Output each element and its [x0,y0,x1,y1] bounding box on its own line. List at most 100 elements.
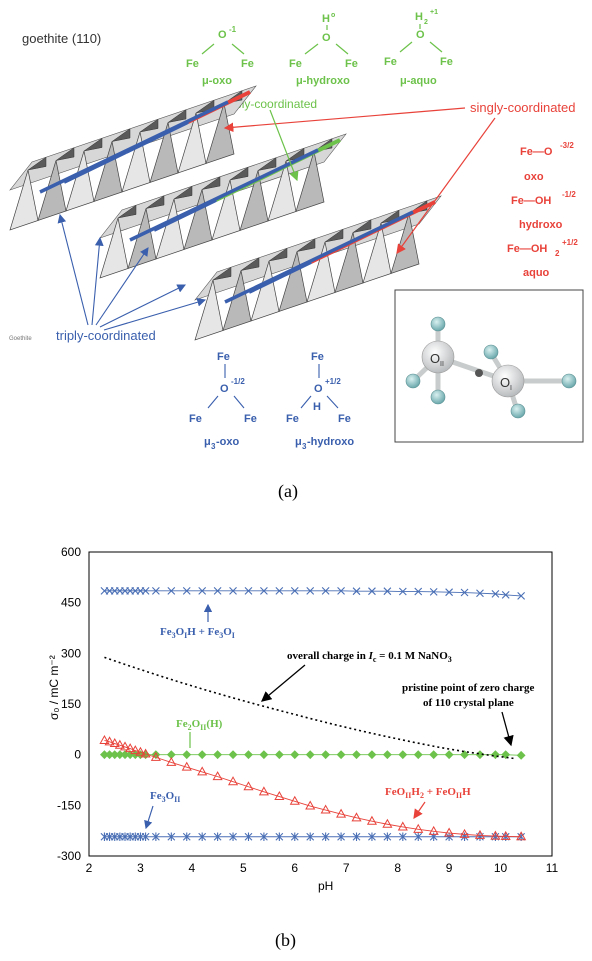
octahedron-shadow [55,147,75,161]
mu3-hydroxo-o: O [314,383,323,395]
svg-text:Fe2OII(H): Fe2OII(H) [176,718,223,732]
atom-h [483,344,499,360]
data-point [213,832,222,841]
triply-coordinated-label: triply-coordinated [56,328,156,343]
plot-frame [88,551,553,857]
anno-part: I [232,631,235,640]
anno-part: H + Fe [187,626,219,638]
series-line [104,590,522,597]
data-point [501,591,510,599]
anno-part: (H) [206,718,222,730]
x-axis-label: pH [318,879,333,893]
data-point [429,750,439,760]
bond-line [233,395,245,409]
anno-part: II [405,791,411,800]
data-point [151,832,160,841]
series-2 [100,750,526,760]
data-point [460,588,469,597]
data-point [141,832,150,841]
octahedron-face [65,150,95,212]
terrace-top-face [99,133,347,239]
inset-molecule: O II O I [394,289,584,443]
hydroxo-label: hydroxo [519,219,563,231]
data-point [516,831,527,841]
blue-group-mu3-hydroxo: Fe O +1/2 H Fe Fe μ 3 -hydroxo [286,351,354,451]
x-tick-label: 5 [240,861,247,875]
octahedron-shadow [117,204,137,219]
octahedron-face [177,112,207,174]
data-point [474,829,486,839]
mu3-oxo-mu: μ [204,436,211,448]
data-point [305,800,316,810]
octahedron-shadow [139,118,159,133]
data-point [383,587,392,596]
data-point [213,750,223,760]
data-point [114,739,125,749]
pzc-line1: pristine point of zero charge [402,682,535,694]
octahedron-shadow [268,247,288,262]
octahedron-face [155,198,185,260]
data-point [321,750,331,760]
atom-oi [491,364,525,398]
data-point [290,750,300,760]
data-point [274,750,284,760]
data-point [119,741,131,751]
mu-hydroxo-fe-right: Fe [345,58,358,70]
panel-a-title: goethite (110) [22,31,101,46]
triply-arrow-1 [57,213,89,326]
terrace-2 [99,133,347,279]
data-point [337,586,345,595]
hydroxo-formula: Fe—OH [511,195,551,207]
anno-part: + FeO [424,786,456,798]
data-point [198,832,207,841]
x-tick-label: 10 [494,861,508,875]
data-point [413,750,423,760]
mu-aquo-fe-left: Fe [384,56,397,68]
anno-part: Fe [160,626,172,638]
mu3-oxo-fe-right: Fe [244,413,257,425]
anno-part: 3 [162,795,166,804]
y-tick-label: -150 [57,798,81,812]
octahedron-face [93,141,123,203]
series-4 [104,656,517,760]
data-point [368,587,376,596]
data-point [320,804,331,814]
mu3-hydroxo-charge: +1/2 [325,377,341,386]
anno-part: O [176,626,185,638]
anno-part: 2 [420,791,424,800]
data-point [151,750,161,760]
data-point [306,586,315,595]
anno-part: 3 [219,631,223,640]
data-point [259,750,269,760]
oxo-charge: -3/2 [560,141,574,150]
x-tick-label: 2 [86,861,93,875]
data-point [306,832,315,841]
data-point [140,748,151,758]
atom-h [405,373,421,389]
data-point [321,832,330,841]
bond-line [429,41,443,53]
mu-oxo-fe-left: Fe [186,58,199,70]
octahedron-shadow [352,219,372,233]
anno-part: 3 [172,631,176,640]
anno-part: = 0.1 M NaNO [376,650,448,662]
octahedron-shadow [212,266,232,281]
mu-aquo-fe-right: Fe [440,56,453,68]
octahedron-face [334,232,364,294]
bond-line [304,43,319,55]
octahedron-shadow [145,195,165,209]
data-point [337,832,345,841]
data-point [150,751,161,761]
mu3-oxo-charge: -1/2 [231,377,245,386]
data-point [398,832,407,841]
data-point [490,750,500,760]
anno-arrow [501,711,514,747]
mu3-oxo-fe-top: Fe [217,351,230,363]
svg-text:Fe3OIH + Fe3OI: Fe3OIH + Fe3OI [160,626,235,640]
goethite-small-label: Goethite [9,336,32,342]
data-point [275,586,284,595]
mu-oxo-o: O [218,29,227,41]
mu-hydroxo-label: μ-hydroxo [296,75,350,87]
atom-oi-sub: I [510,385,512,392]
data-point [228,750,238,760]
